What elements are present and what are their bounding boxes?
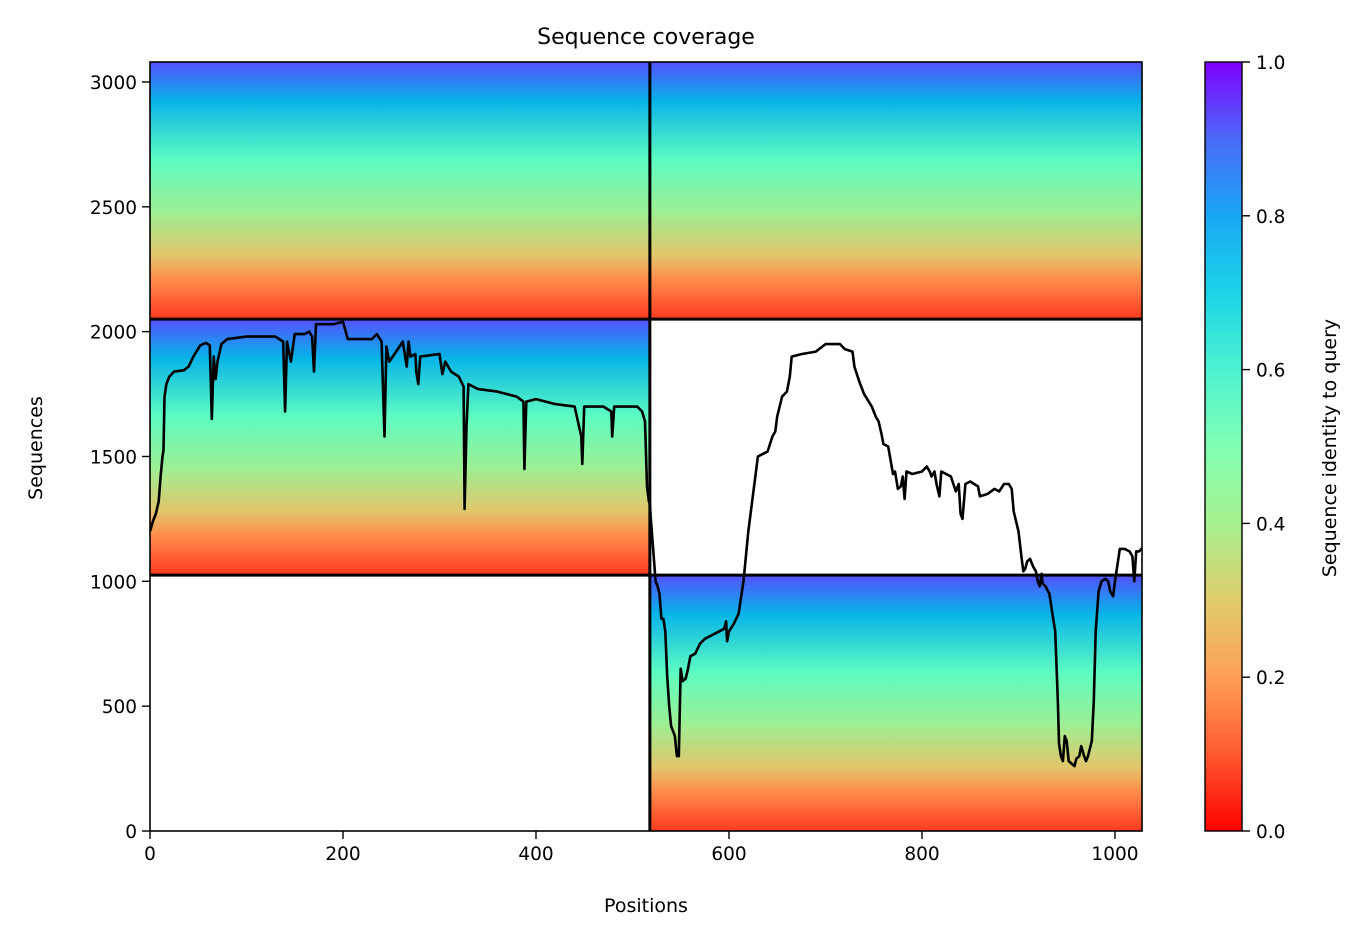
coverage-block-3 <box>150 319 650 576</box>
y-axis-label: Sequences <box>25 396 47 500</box>
y-tick-label: 1000 <box>90 572 137 593</box>
chart-title: Sequence coverage <box>537 25 755 50</box>
coverage-block-4 <box>649 575 1142 831</box>
coverage-blocks <box>150 62 1142 831</box>
y-tick-label: 500 <box>102 697 137 718</box>
coverage-block-1 <box>150 62 650 320</box>
x-tick-label: 1000 <box>1091 844 1138 865</box>
colorbar-tick-label: 0.2 <box>1256 668 1285 689</box>
colorbar-tick-label: 0.6 <box>1256 361 1285 382</box>
y-tick-label: 3000 <box>90 73 137 94</box>
y-tick-label: 0 <box>125 822 137 843</box>
x-tick-label: 200 <box>325 844 360 865</box>
x-tick-label: 800 <box>904 844 939 865</box>
y-tick-label: 2500 <box>90 198 137 219</box>
x-tick-label: 400 <box>518 844 553 865</box>
x-tick-label: 600 <box>711 844 746 865</box>
coverage-line <box>150 320 1142 768</box>
colorbar-tick-label: 1.0 <box>1256 53 1285 74</box>
y-tick-label: 2000 <box>90 323 137 344</box>
boundary-lines <box>150 62 1142 831</box>
colorbar-tick-label: 0.4 <box>1256 514 1285 535</box>
colorbar-ticks: 0.0 0.2 0.4 0.6 0.8 1.0 <box>1242 53 1285 843</box>
colorbar-tick-label: 0.0 <box>1256 822 1285 843</box>
coverage-line-layer <box>150 320 1142 768</box>
x-tick-label: 0 <box>144 844 156 865</box>
colorbar-label: Sequence identity to query <box>1319 319 1341 577</box>
colorbar-tick-label: 0.8 <box>1256 207 1285 228</box>
y-axis: 0 500 1000 1500 2000 2500 3000 <box>90 73 150 843</box>
coverage-block-2 <box>649 62 1142 320</box>
colorbar <box>1204 61 1243 832</box>
x-axis: 0 200 400 600 800 1000 <box>144 831 1139 865</box>
y-tick-label: 1500 <box>90 447 137 468</box>
plot-frame <box>149 61 1143 832</box>
x-axis-label: Positions <box>604 895 688 917</box>
